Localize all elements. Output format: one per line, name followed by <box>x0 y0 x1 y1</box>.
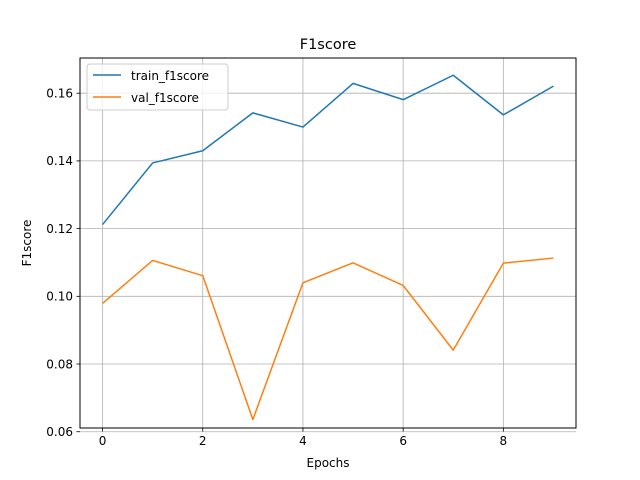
x-axis-label: Epochs <box>307 456 350 470</box>
series-line-train_f1score <box>101 74 554 226</box>
x-tick-label: 8 <box>500 434 508 448</box>
legend-label-train: train_f1score <box>131 69 209 83</box>
y-tick-label: 0.08 <box>46 357 73 371</box>
grid <box>80 58 576 433</box>
legend-label-val: val_f1score <box>131 91 199 105</box>
x-tick-label: 4 <box>299 434 307 448</box>
legend: train_f1score val_f1score <box>86 63 229 111</box>
series-lines <box>101 74 554 421</box>
ticks: 0 2 4 6 8 0.06 0.08 0.10 0.12 0.14 0.16 <box>46 87 507 448</box>
y-tick-label: 0.12 <box>46 222 73 236</box>
legend-box <box>86 63 229 111</box>
y-tick-label: 0.10 <box>46 290 73 304</box>
y-tick-label: 0.16 <box>46 87 73 101</box>
x-tick-label: 6 <box>399 434 407 448</box>
x-tick-label: 2 <box>199 434 207 448</box>
y-axis-label: F1score <box>20 220 34 267</box>
axes-frame <box>79 57 577 429</box>
y-tick-label: 0.06 <box>46 425 73 439</box>
y-tick-label: 0.14 <box>46 154 73 168</box>
chart-title: F1score <box>300 37 357 53</box>
series-line-val_f1score <box>102 257 554 421</box>
x-tick-label: 0 <box>99 434 107 448</box>
